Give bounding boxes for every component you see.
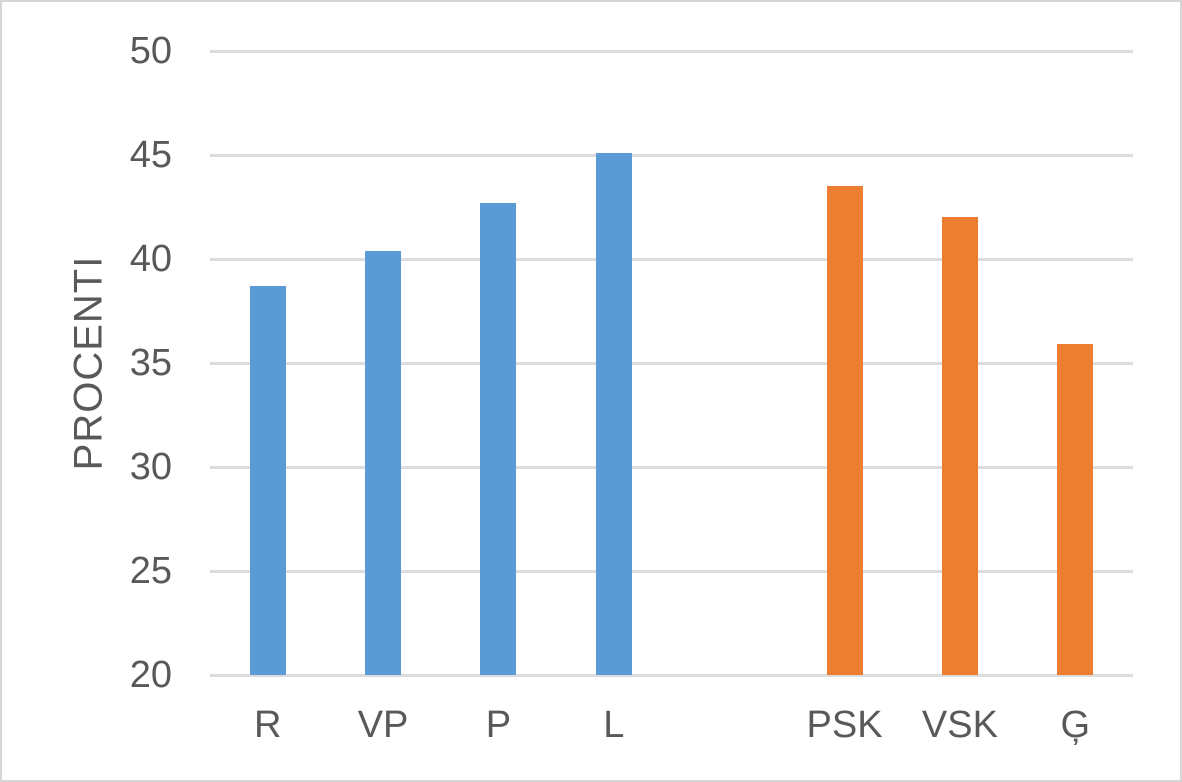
x-axis-label-VP: VP	[357, 704, 409, 746]
y-tick-label-50: 50	[129, 30, 172, 72]
gridline-30	[210, 465, 1133, 469]
gridline-25	[210, 569, 1133, 573]
y-tick-label-25: 25	[129, 550, 172, 592]
x-axis-label-VSK: VSK	[921, 704, 998, 746]
x-axis-label-R: R	[253, 704, 282, 746]
bar-VP	[365, 250, 402, 675]
bar-VSK	[941, 217, 978, 675]
bar-L	[595, 152, 632, 675]
bar-Ģ	[1057, 344, 1094, 675]
gridline-40	[210, 257, 1133, 261]
gridline-45	[210, 153, 1133, 157]
x-axis-label-L: L	[603, 704, 625, 746]
y-tick-label-35: 35	[129, 342, 172, 384]
plot-area	[210, 49, 1133, 677]
gridline-20	[210, 673, 1133, 677]
gridline-35	[210, 361, 1133, 365]
y-tick-label-20: 20	[129, 654, 172, 696]
gridline-50	[210, 49, 1133, 53]
x-axis-label-P: P	[485, 704, 512, 746]
x-axis-label-Ģ: Ģ	[1060, 704, 1091, 746]
bar-R	[249, 286, 286, 675]
y-tick-label-45: 45	[129, 134, 172, 176]
x-axis-label-PSK: PSK	[806, 704, 883, 746]
y-tick-label-30: 30	[129, 446, 172, 488]
y-tick-label-40: 40	[129, 238, 172, 280]
bar-PSK	[826, 186, 863, 675]
bar-P	[480, 202, 517, 675]
